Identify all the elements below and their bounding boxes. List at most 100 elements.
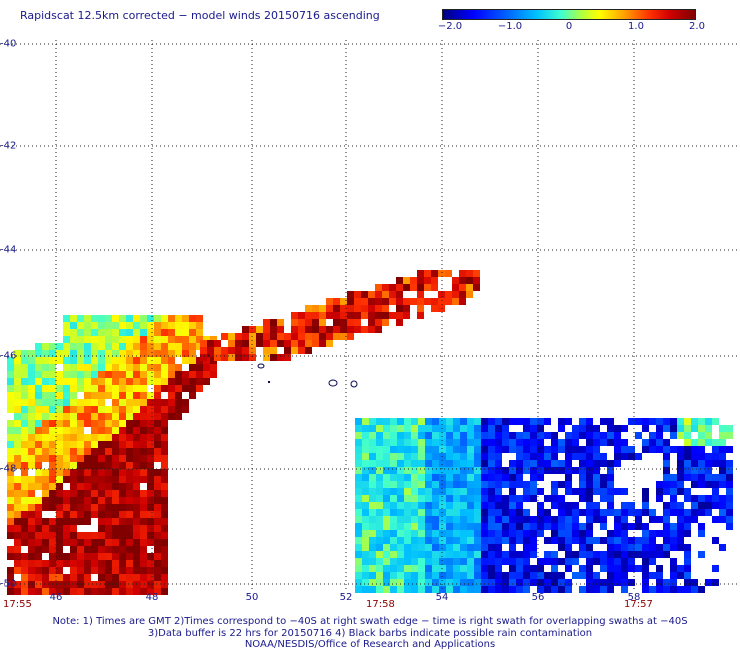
swath-cell <box>502 516 509 523</box>
swath-cell <box>21 539 28 546</box>
swath-cell <box>396 291 403 298</box>
swath-cell <box>698 439 705 446</box>
swath-cell <box>551 523 558 530</box>
swath-cell <box>390 572 397 579</box>
swath-cell <box>207 347 214 354</box>
swath-cell <box>509 439 516 446</box>
swath-cell <box>502 481 509 488</box>
swath-cell <box>242 354 249 361</box>
swath-cell <box>189 343 196 350</box>
swath-cell <box>642 530 649 537</box>
swath-cell <box>474 565 481 572</box>
swath-cell <box>140 371 147 378</box>
swath-cell <box>712 502 719 509</box>
swath-cell <box>119 504 126 511</box>
swath-cell <box>537 572 544 579</box>
swath-cell <box>467 523 474 530</box>
swath-cell <box>77 511 84 518</box>
swath-cell <box>35 343 42 350</box>
lon-label: 52 <box>339 592 353 603</box>
swath-cell <box>168 392 175 399</box>
swath-cell <box>509 558 516 565</box>
swath-cell <box>56 511 63 518</box>
swath-cell <box>558 446 565 453</box>
swath-cell <box>495 509 502 516</box>
swath-cell <box>593 516 600 523</box>
swath-cell <box>558 558 565 565</box>
swath-cell <box>558 502 565 509</box>
swath-cell <box>726 467 733 474</box>
swath-cell <box>21 427 28 434</box>
swath-cell <box>418 481 425 488</box>
swath-cell <box>28 434 35 441</box>
swath-cell <box>719 453 726 460</box>
swath-cell <box>21 483 28 490</box>
swath-cell <box>42 343 49 350</box>
swath-cell <box>404 432 411 439</box>
swath-cell <box>635 537 642 544</box>
swath-cell <box>593 502 600 509</box>
swath-cell <box>628 579 635 586</box>
swath-cell <box>355 579 362 586</box>
swath-cell <box>411 565 418 572</box>
swath-cell <box>404 488 411 495</box>
swath-cell <box>376 474 383 481</box>
swath-cell <box>63 434 70 441</box>
swath-cell <box>579 537 586 544</box>
swath-cell <box>383 516 390 523</box>
swath-cell <box>77 553 84 560</box>
swath-cell <box>425 488 432 495</box>
swath-cell <box>558 481 565 488</box>
swath-cell <box>119 343 126 350</box>
swath-cell <box>530 453 537 460</box>
swath-cell <box>140 497 147 504</box>
swath-cell <box>362 537 369 544</box>
swath-cell <box>481 558 488 565</box>
swath-cell <box>270 319 277 326</box>
swath-cell <box>168 350 175 357</box>
swath-cell <box>474 488 481 495</box>
swath-cell <box>593 488 600 495</box>
swath-cell <box>77 371 84 378</box>
swath-cell <box>42 546 49 553</box>
swath-cell <box>523 530 530 537</box>
swath-cell <box>431 298 438 305</box>
swath-cell <box>56 448 63 455</box>
swath-cell <box>362 453 369 460</box>
swath-cell <box>91 413 98 420</box>
swath-cell <box>600 558 607 565</box>
swath-cell <box>49 343 56 350</box>
swath-cell <box>439 474 446 481</box>
swath-cell <box>21 455 28 462</box>
swath-cell <box>397 439 404 446</box>
swath-cell <box>614 579 621 586</box>
swath-cell <box>509 481 516 488</box>
swath-cell <box>628 544 635 551</box>
swath-cell <box>523 446 530 453</box>
swath-cell <box>424 277 431 284</box>
swath-cell <box>112 588 119 595</box>
swath-cell <box>474 418 481 425</box>
swath-cell <box>28 364 35 371</box>
swath-cell <box>453 502 460 509</box>
swath-cell <box>347 333 354 340</box>
swath-cell <box>481 446 488 453</box>
swath-cell <box>572 439 579 446</box>
swath-cell <box>105 504 112 511</box>
swath-cell <box>607 418 614 425</box>
swath-cell <box>460 425 467 432</box>
swath-cell <box>112 483 119 490</box>
swath-cell <box>621 572 628 579</box>
swath-cell <box>509 586 516 593</box>
swath-cell <box>98 364 105 371</box>
swath-cell <box>390 467 397 474</box>
swath-cell <box>63 427 70 434</box>
swath-cell <box>383 544 390 551</box>
swath-cell <box>140 567 147 574</box>
swath-cell <box>21 448 28 455</box>
swath-cell <box>481 495 488 502</box>
island-outlines <box>257 363 358 388</box>
swath-cell <box>600 516 607 523</box>
swath-cell <box>467 418 474 425</box>
swath-cell <box>502 446 509 453</box>
